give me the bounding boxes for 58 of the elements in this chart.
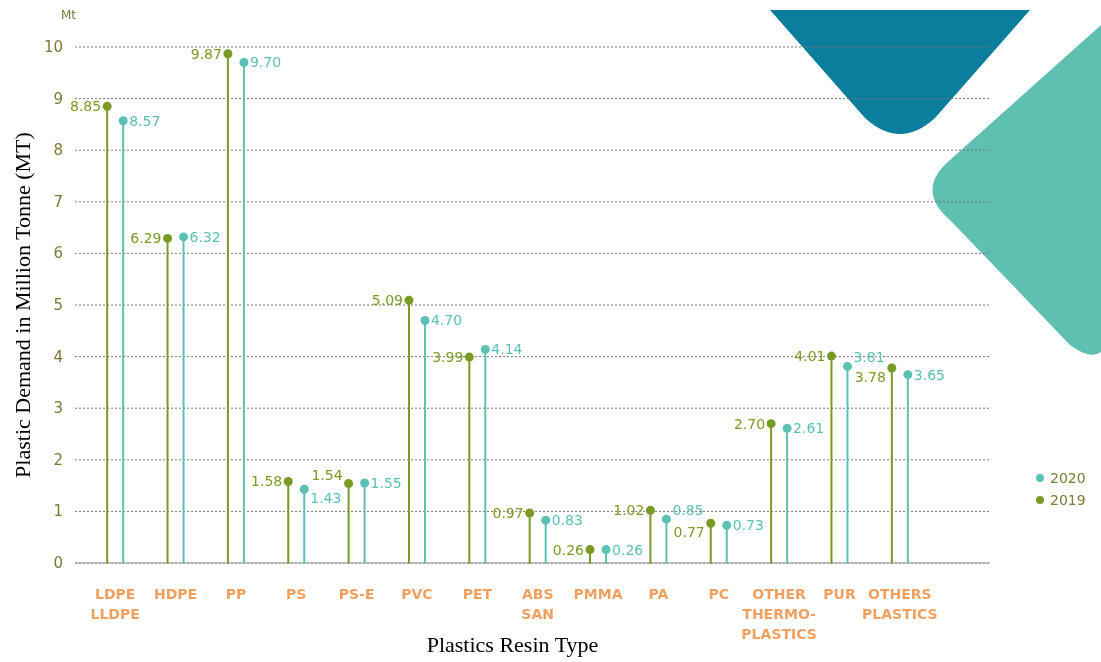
y-tick-label: 10 bbox=[43, 38, 63, 56]
data-label: 0.85 bbox=[672, 502, 704, 519]
data-label: 6.29 bbox=[130, 230, 162, 247]
data-label: 6.32 bbox=[189, 228, 221, 245]
y-axis-title: Plastic Demand in Million Tonne (MT) bbox=[10, 132, 35, 478]
data-label: 0.26 bbox=[612, 541, 644, 558]
data-label: 8.85 bbox=[70, 98, 102, 115]
x-axis-title: Plastics Resin Type bbox=[426, 632, 599, 657]
y-tick-label: 8 bbox=[53, 141, 63, 160]
x-tick-label: PS-E bbox=[338, 586, 375, 602]
legend-label: 2019 bbox=[1050, 492, 1086, 508]
data-label: 1.58 bbox=[251, 473, 283, 490]
y-tick-label: 6 bbox=[53, 244, 63, 263]
y-tick-label: 2 bbox=[53, 450, 63, 469]
data-label: 9.70 bbox=[249, 54, 282, 71]
data-label: 3.99 bbox=[432, 349, 464, 366]
data-label: 4.70 bbox=[430, 312, 463, 329]
data-label: 2.61 bbox=[793, 420, 825, 437]
x-tick-label: PS bbox=[286, 586, 307, 602]
x-tick-label: LDPE LLDPE bbox=[90, 586, 140, 622]
text: Mt bbox=[61, 8, 77, 22]
x-tick-label: PVC bbox=[401, 586, 433, 602]
data-label: 5.09 bbox=[371, 292, 403, 309]
x-tick-label: PP bbox=[225, 586, 247, 602]
x-tick-label: OTHER THERMO- PLASTICS bbox=[741, 586, 817, 642]
legend-label: 2020 bbox=[1050, 470, 1086, 486]
data-label: 2.70 bbox=[733, 415, 766, 432]
data-label: 1.02 bbox=[613, 502, 645, 519]
data-label: 1.54 bbox=[311, 466, 343, 483]
data-label: 4.01 bbox=[794, 348, 826, 365]
y-tick-label: 4 bbox=[53, 347, 63, 366]
data-label: 0.83 bbox=[551, 512, 583, 529]
x-tick-label: PMMA bbox=[573, 586, 623, 602]
y-tick-label: 0 bbox=[53, 554, 63, 572]
x-tick-label: HDPE bbox=[153, 586, 198, 602]
data-label: 3.78 bbox=[854, 368, 886, 385]
y-tick-label: 3 bbox=[53, 399, 63, 418]
x-tick-label: OTHERS PLASTICS bbox=[862, 586, 938, 622]
data-label: 9.87 bbox=[190, 45, 222, 62]
data-label: 0.97 bbox=[492, 504, 524, 521]
x-tick-label: PUR bbox=[823, 586, 856, 602]
data-label: 4.14 bbox=[491, 341, 523, 358]
y-tick-label: 7 bbox=[53, 192, 63, 211]
y-tick-label: 9 bbox=[53, 89, 63, 108]
x-tick-label: PC bbox=[708, 586, 730, 602]
data-label: 8.57 bbox=[129, 112, 161, 129]
data-label: 0.26 bbox=[552, 541, 585, 558]
data-label: 0.73 bbox=[732, 517, 764, 534]
x-tick-label: PET bbox=[462, 586, 493, 602]
data-label: 3.65 bbox=[913, 366, 945, 383]
data-label: 1.55 bbox=[370, 475, 402, 492]
x-tick-label: PA bbox=[648, 586, 669, 602]
data-label: 0.77 bbox=[673, 524, 705, 541]
data-label: 3.81 bbox=[853, 349, 885, 366]
y-tick-label: 5 bbox=[53, 296, 63, 314]
y-tick-label: 1 bbox=[53, 502, 63, 521]
x-tick-label: ABS SAN bbox=[521, 586, 554, 622]
data-label: 1.43 bbox=[310, 490, 342, 507]
